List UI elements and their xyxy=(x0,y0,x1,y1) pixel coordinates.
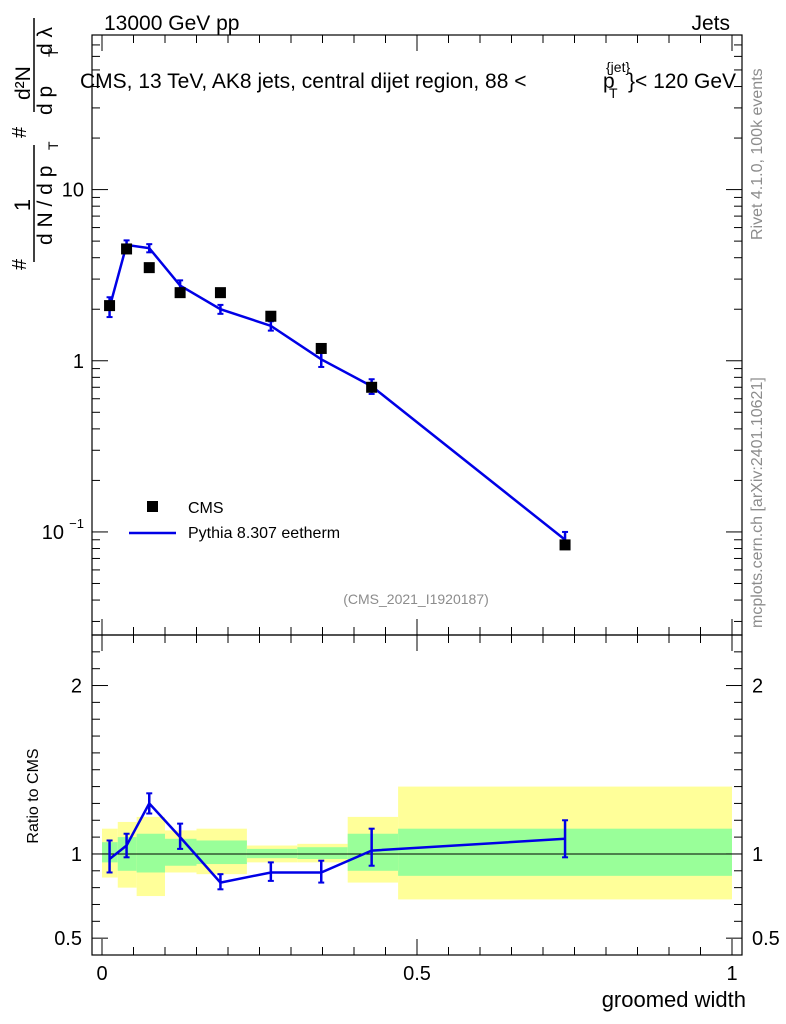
data-point xyxy=(143,262,155,274)
ratio-mc-series xyxy=(106,792,569,891)
x-tick-label: 0 xyxy=(96,963,107,985)
data-point xyxy=(315,342,327,354)
ratio-band-inner-6 xyxy=(297,847,348,859)
data-point xyxy=(121,243,133,255)
main-y-tick-label: 10 xyxy=(42,522,64,544)
ylabel-dlambda: d λ xyxy=(34,26,57,55)
main-y-axis-label: # 1 d N / d p T # d²N d p T d λ xyxy=(9,18,61,270)
ratio-band-inner-7 xyxy=(347,833,399,871)
x-tick-label: 1 xyxy=(726,963,737,985)
legend-mc-label: Pythia 8.307 eetherm xyxy=(188,525,340,542)
data-point xyxy=(265,310,277,322)
title-prefix: CMS, 13 TeV, AK8 jets, central dijet reg… xyxy=(80,70,527,93)
x-axis-label: groomed width xyxy=(602,987,746,1012)
main-title: CMS, 13 TeV, AK8 jets, central dijet reg… xyxy=(80,59,736,101)
main-data-series xyxy=(104,243,571,551)
ylabel-t-sub: T xyxy=(45,141,61,150)
ratio-y-axis-label: Ratio to CMS xyxy=(25,748,42,843)
title-sub: T xyxy=(609,85,618,101)
ratio-band-inner-2 xyxy=(136,833,165,873)
title-p: p xyxy=(603,70,615,93)
ratio-band-inner-4 xyxy=(196,840,247,865)
ratio-axes: 0 0.5 1 0.5 0.5 1 1 2 2 xyxy=(54,634,780,985)
mcplots-label: mcplots.cern.ch [arXiv:2401.10621] xyxy=(749,377,766,628)
ylabel-dn-dpt: d N / d p xyxy=(34,166,57,245)
ratio-y-tick-label: 2 xyxy=(71,676,82,698)
x-tick-label: 0.5 xyxy=(403,963,431,985)
legend: CMS Pythia 8.307 eetherm xyxy=(129,500,340,542)
ylabel-den-t-sub: T xyxy=(45,48,61,57)
data-point xyxy=(559,539,571,551)
main-mc-series xyxy=(106,239,569,548)
header-left: 13000 GeV pp xyxy=(104,12,239,35)
legend-data-marker xyxy=(147,501,158,512)
ylabel-hash: # xyxy=(9,258,31,270)
data-point xyxy=(174,287,186,299)
data-point xyxy=(366,381,378,393)
title-sup: {jet} xyxy=(606,59,630,75)
ratio-y-tick-label-right: 0.5 xyxy=(752,928,780,950)
ylabel-numerator: d²N xyxy=(12,66,35,100)
main-frame xyxy=(91,34,743,636)
main-y-tick-label: 1 xyxy=(73,351,84,373)
ratio-y-tick-label-right: 1 xyxy=(752,844,763,866)
ratio-y-tick-label: 1 xyxy=(71,844,82,866)
title-suffix: }< 120 GeV xyxy=(628,70,736,93)
ratio-y-tick-label: 0.5 xyxy=(54,928,82,950)
rivet-label: Rivet 4.1.0, 100k events xyxy=(749,68,766,240)
main-y-tick-label: 10 xyxy=(62,180,84,202)
ratio-uncertainty-bands xyxy=(102,786,732,900)
ratio-y-tick-label-right: 2 xyxy=(752,676,763,698)
ylabel-hash-2: # xyxy=(9,126,31,138)
ylabel-denominator: d p xyxy=(34,86,57,115)
data-point xyxy=(104,300,116,312)
data-point xyxy=(214,287,226,299)
header-right: Jets xyxy=(691,12,730,35)
analysis-id: (CMS_2021_I1920187) xyxy=(343,591,489,607)
ylabel-one: 1 xyxy=(10,199,35,211)
legend-data-label: CMS xyxy=(188,500,224,517)
main-axes: 10 −1 1 10 xyxy=(42,34,743,636)
main-y-tick-exponent: −1 xyxy=(69,516,84,531)
